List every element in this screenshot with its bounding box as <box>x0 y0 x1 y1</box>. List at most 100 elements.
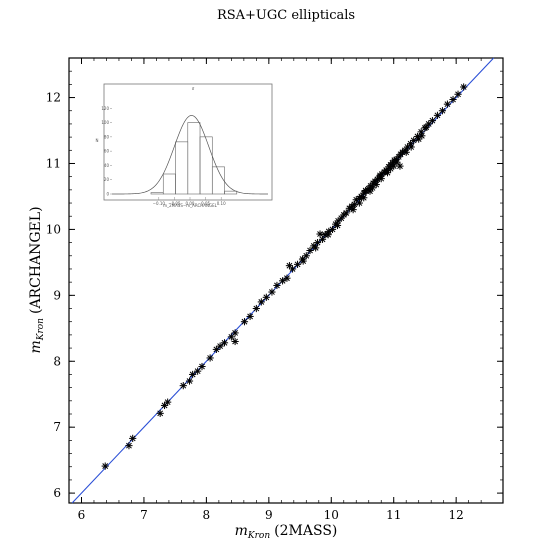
data-point <box>460 83 468 91</box>
inset-x-tick-label: −0.10 <box>153 201 166 206</box>
data-point <box>231 329 239 337</box>
x-tick-label: 9 <box>265 508 273 522</box>
data-point <box>273 281 281 290</box>
data-point <box>383 169 392 177</box>
inset-y-ticks: 0 20 40 60 80 100 120 <box>101 106 112 197</box>
data-point <box>246 312 254 321</box>
x-tick-label: 10 <box>324 508 339 522</box>
data-point <box>313 238 322 247</box>
chart-title: RSA+UGC ellipticals <box>217 8 355 23</box>
data-point <box>390 162 398 170</box>
data-point <box>418 132 426 140</box>
data-point <box>257 298 265 306</box>
x-axis-label-text: (2MASS) <box>274 523 337 539</box>
y-tick-label: 8 <box>53 354 61 368</box>
data-point <box>179 382 187 390</box>
inset-bar <box>211 166 225 195</box>
data-point <box>220 339 229 347</box>
data-point <box>268 288 276 296</box>
inset-y-tick-label: 100 <box>101 120 109 125</box>
y-axis-label: mKron (ARCHANGEL) <box>28 206 46 353</box>
data-point <box>349 206 357 214</box>
data-point <box>393 158 401 166</box>
data-point <box>410 136 418 145</box>
inset-histogram: σ −0.10 −0.05 0.00 0.05 0.10 0 20 40 60 80 100 120… <box>96 83 273 208</box>
data-point <box>185 377 194 385</box>
data-point <box>164 398 172 406</box>
y-axis-label-math: m <box>28 340 44 353</box>
y-axis-ticks: 6 7 8 9 10 11 12 <box>46 70 503 500</box>
y-tick-label: 6 <box>53 486 61 500</box>
x-axis-label: mKron (2MASS) <box>235 523 338 541</box>
data-point <box>240 318 249 326</box>
inset-bar <box>224 190 238 195</box>
y-tick-label: 10 <box>46 222 61 236</box>
data-point <box>216 342 224 350</box>
y-tick-label: 11 <box>46 156 61 170</box>
data-point <box>376 171 384 179</box>
inset-y-tick-label: 20 <box>104 177 110 182</box>
data-point <box>262 293 270 301</box>
inset-x-tick-label: 0.10 <box>217 201 226 206</box>
data-point <box>306 246 314 255</box>
inset-bars <box>150 122 238 195</box>
inset-y-tick-label: 80 <box>104 134 110 139</box>
data-points <box>101 83 468 470</box>
inset-x-tick-label: 0.00 <box>186 201 195 206</box>
data-point <box>312 244 320 252</box>
x-axis-ticks: 6 7 8 9 10 11 12 <box>78 58 482 522</box>
x-axis-label-sub: Kron <box>247 531 270 541</box>
inset-gaussian-curve <box>112 115 269 195</box>
inset-top-label: σ <box>192 86 195 91</box>
gaussian-fit <box>112 115 269 195</box>
data-point <box>324 231 332 239</box>
x-tick-label: 8 <box>203 508 211 522</box>
x-tick-label: 7 <box>140 508 148 522</box>
data-point <box>443 100 452 108</box>
data-point <box>125 442 133 450</box>
data-point <box>355 199 363 207</box>
data-point <box>362 186 370 195</box>
data-point <box>299 257 307 265</box>
inset-y-tick-label: 0 <box>106 192 109 197</box>
inset-y-tick-label: 60 <box>104 149 110 154</box>
y-axis-label-text: (ARCHANGEL) <box>28 206 44 314</box>
data-point <box>252 304 260 313</box>
inset-x-ticks: −0.10 −0.05 0.00 0.05 0.10 <box>153 197 226 206</box>
data-point <box>402 148 410 156</box>
inset-bar <box>199 136 213 195</box>
data-point <box>407 143 415 151</box>
data-point <box>231 337 239 346</box>
data-point <box>194 367 202 375</box>
y-axis-label-sub: Kron <box>36 318 46 341</box>
data-point <box>342 209 350 217</box>
data-point <box>302 252 310 260</box>
data-point <box>328 225 337 234</box>
data-point <box>206 354 214 362</box>
data-point <box>433 111 442 119</box>
data-point <box>293 260 302 268</box>
inset-x-tick-label: −0.05 <box>168 201 181 206</box>
data-point <box>454 90 462 98</box>
y-tick-label: 7 <box>53 420 61 434</box>
y-tick-label: 12 <box>46 91 61 105</box>
data-point <box>334 217 342 225</box>
x-tick-label: 12 <box>449 508 464 522</box>
data-point <box>333 221 342 230</box>
inset-y-label: N <box>96 138 99 143</box>
data-point <box>189 370 197 379</box>
data-point <box>283 274 291 282</box>
y-tick-label: 9 <box>53 288 61 302</box>
data-point <box>372 180 380 189</box>
data-point <box>396 162 404 170</box>
data-point <box>438 107 447 115</box>
x-tick-label: 11 <box>386 508 401 522</box>
data-point <box>198 362 206 371</box>
data-point <box>449 95 457 104</box>
inset-x-tick-label: 0.05 <box>201 201 210 206</box>
x-axis-label-math: m <box>235 523 248 539</box>
inset-y-tick-label: 120 <box>101 106 109 111</box>
data-point <box>428 117 437 125</box>
